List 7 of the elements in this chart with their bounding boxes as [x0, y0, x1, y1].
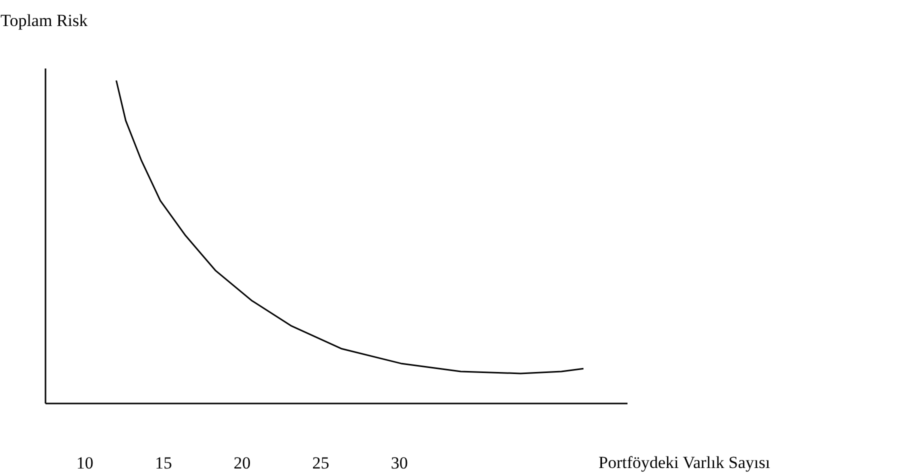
x-tick-label: 30 — [390, 454, 408, 472]
x-tick-label: 10 — [76, 454, 94, 472]
x-tick-label: 20 — [234, 454, 251, 472]
x-tick-label: 25 — [312, 454, 330, 472]
y-axis-title: Toplam Risk — [0, 11, 88, 30]
x-tick-label: 15 — [154, 454, 172, 472]
x-axis-title: Portföydeki Varlık Sayısı — [598, 453, 770, 472]
